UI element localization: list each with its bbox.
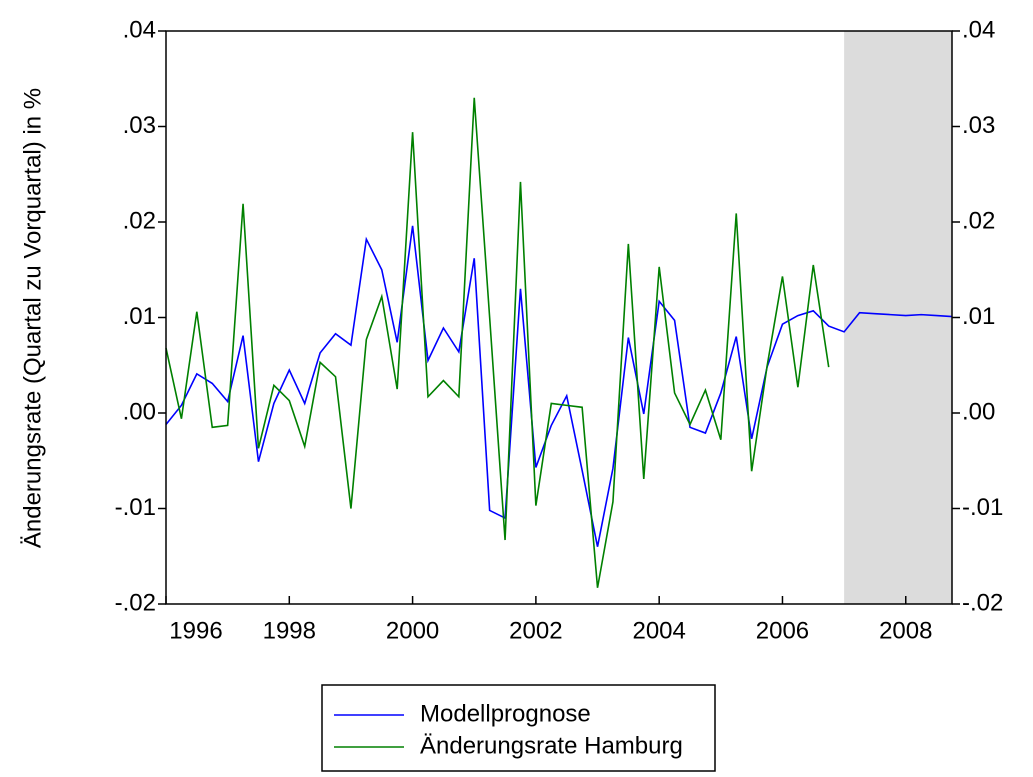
x-tick-label: 2008 [879, 617, 932, 644]
y-tick-label: -.02 [115, 589, 156, 616]
x-tick-label: 2006 [756, 617, 809, 644]
plot-frame [165, 30, 953, 605]
y-tick-label: .00 [123, 398, 156, 425]
y2-tick-label: .00 [962, 398, 995, 425]
y2-tick-label: .02 [962, 207, 995, 234]
legend-label: Änderungsrate Hamburg [420, 732, 683, 759]
y2-tick-label: .03 [962, 112, 995, 139]
y2-tick-label: .04 [962, 16, 995, 43]
y-tick-label: .04 [123, 16, 156, 43]
y-tick-label: .03 [123, 112, 156, 139]
y2-tick-label: -.02 [962, 589, 1003, 616]
x-tick-label: 2004 [632, 617, 685, 644]
x-tick-label: 2002 [509, 617, 562, 644]
legend-label: Modellprognose [420, 700, 591, 727]
forecast-shade [844, 31, 952, 604]
plot-background [166, 31, 952, 604]
y-tick-label: -.01 [115, 494, 156, 521]
x-tick-label: 1996 [169, 617, 222, 644]
y-tick-label: .01 [123, 303, 156, 330]
y2-tick-label: -.01 [962, 494, 1003, 521]
series-line [165, 97, 830, 588]
legend-box [321, 684, 716, 772]
x-tick-label: 1998 [263, 617, 316, 644]
y-axis-label: Änderungsrate (Quartal zu Vorquartal) in… [19, 88, 46, 548]
y-tick-label: .02 [123, 207, 156, 234]
x-tick-label: 2000 [386, 617, 439, 644]
y2-tick-label: .01 [962, 303, 995, 330]
